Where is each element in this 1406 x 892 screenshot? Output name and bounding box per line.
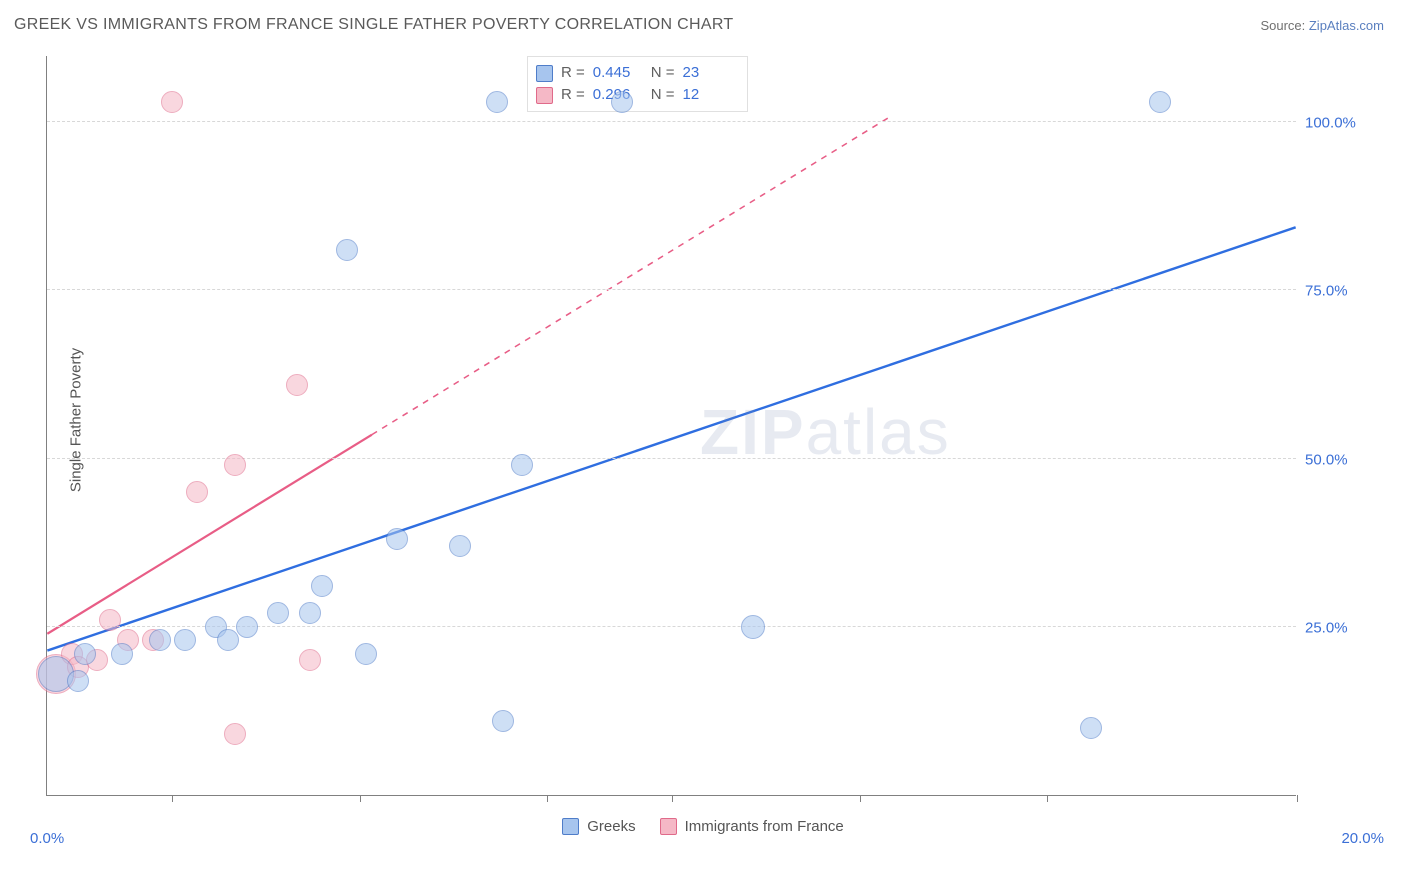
x-axis-tick: [172, 795, 173, 802]
legend-stats-row: R = 0.445 N = 23: [536, 62, 733, 84]
y-axis-tick-label: 75.0%: [1305, 283, 1348, 300]
data-point-greeks: [1149, 91, 1171, 113]
legend-bottom: Greeks Immigrants from France: [0, 818, 1406, 839]
trend-line: [47, 227, 1295, 650]
data-point-greeks: [74, 643, 96, 665]
source-link[interactable]: ZipAtlas.com: [1309, 18, 1384, 33]
data-point-greeks: [236, 616, 258, 638]
data-point-greeks: [492, 710, 514, 732]
data-point-greeks: [386, 528, 408, 550]
x-axis-tick: [860, 795, 861, 802]
gridline-h: [47, 289, 1296, 290]
data-point-france: [299, 649, 321, 671]
gridline-h: [47, 121, 1296, 122]
x-axis-tick: [1047, 795, 1048, 802]
legend-n-label: N =: [651, 84, 675, 106]
trend-line: [372, 117, 890, 435]
data-point-greeks: [149, 629, 171, 651]
data-point-greeks: [217, 629, 239, 651]
x-axis-tick: [360, 795, 361, 802]
data-point-france: [224, 723, 246, 745]
x-axis-tick: [672, 795, 673, 802]
legend-stats-box: R =0.445N =23R =0.296N =12: [527, 56, 748, 112]
data-point-france: [161, 91, 183, 113]
data-point-greeks: [741, 615, 765, 639]
data-point-france: [99, 609, 121, 631]
data-point-greeks: [299, 602, 321, 624]
trend-lines-layer: [47, 56, 1296, 795]
source-attribution: Source: ZipAtlas.com: [1260, 18, 1384, 33]
legend-n-value: 12: [683, 84, 733, 106]
data-point-france: [286, 374, 308, 396]
legend-swatch: [536, 65, 553, 82]
x-axis-tick: [547, 795, 548, 802]
legend-bottom-item: Greeks: [562, 818, 635, 835]
legend-n-value: 23: [683, 62, 733, 84]
gridline-h: [47, 626, 1296, 627]
legend-bottom-item: Immigrants from France: [660, 818, 844, 835]
legend-n-label: N =: [651, 62, 675, 84]
legend-stats-row: R =0.296N =12: [536, 84, 733, 106]
y-axis-tick-label: 50.0%: [1305, 451, 1348, 468]
data-point-greeks: [449, 535, 471, 557]
legend-swatch: [536, 87, 553, 104]
data-point-greeks: [174, 629, 196, 651]
legend-swatch: [660, 818, 677, 835]
legend-r-label: R =: [561, 84, 585, 106]
y-axis-tick-label: 25.0%: [1305, 619, 1348, 636]
data-point-greeks: [355, 643, 377, 665]
trend-line: [47, 435, 372, 634]
data-point-france: [224, 454, 246, 476]
chart-title: GREEK VS IMMIGRANTS FROM FRANCE SINGLE F…: [14, 16, 733, 34]
data-point-greeks: [267, 602, 289, 624]
legend-swatch: [562, 818, 579, 835]
data-point-greeks: [611, 91, 633, 113]
legend-series-label: Greeks: [587, 818, 635, 835]
y-axis-tick-label: 100.0%: [1305, 115, 1356, 132]
data-point-greeks: [67, 670, 89, 692]
data-point-greeks: [1080, 717, 1102, 739]
legend-r-value: 0.445: [593, 62, 643, 84]
data-point-greeks: [511, 454, 533, 476]
source-prefix: Source:: [1260, 18, 1308, 33]
data-point-greeks: [111, 643, 133, 665]
x-axis-tick: [1297, 795, 1298, 802]
data-point-greeks: [311, 575, 333, 597]
legend-r-label: R =: [561, 62, 585, 84]
data-point-france: [186, 481, 208, 503]
plot-area: R =0.445N =23R =0.296N =12: [46, 56, 1296, 796]
legend-series-label: Immigrants from France: [685, 818, 844, 835]
data-point-greeks: [336, 239, 358, 261]
data-point-greeks: [486, 91, 508, 113]
